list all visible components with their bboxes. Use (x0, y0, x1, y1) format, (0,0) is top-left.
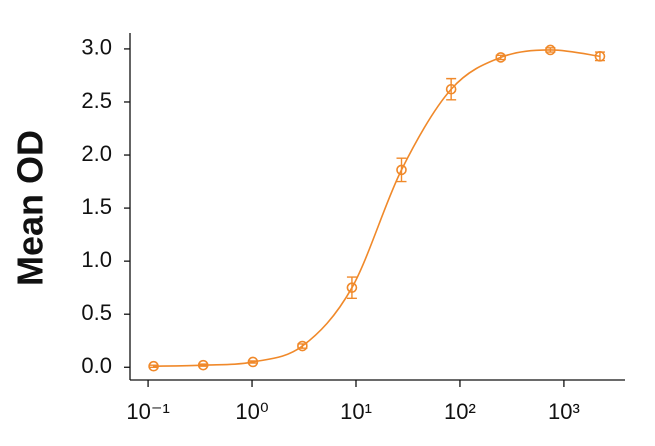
data-point (297, 340, 308, 352)
error-bar (446, 77, 457, 101)
x-tick-label: 10³ (548, 399, 580, 424)
data-point (247, 356, 259, 368)
error-bar (396, 157, 407, 183)
x-tick-label: 10¹ (340, 399, 372, 424)
data-point (148, 360, 159, 372)
y-tick-label: 0.5 (81, 300, 112, 325)
data-point (396, 164, 407, 176)
error-bar (198, 363, 209, 367)
data-point (594, 51, 606, 62)
x-tick-label: 10⁰ (235, 399, 268, 424)
x-tick-label: 10² (444, 399, 476, 424)
y-tick-label: 2.5 (81, 88, 112, 113)
data-point (495, 52, 507, 63)
data-point (197, 359, 209, 371)
y-tick-label: 0.0 (81, 353, 112, 378)
error-bar (346, 276, 357, 299)
y-tick-label: 1.5 (81, 194, 112, 219)
error-bar (247, 360, 258, 364)
data-point (445, 83, 457, 95)
data-point (346, 282, 358, 293)
fit-curve (153, 49, 601, 368)
y-axis-label: Mean OD (10, 130, 51, 286)
data-point (545, 44, 556, 56)
x-tick-label: 10⁻¹ (126, 399, 169, 424)
y-tick-label: 1.0 (81, 247, 112, 272)
error-bar (148, 364, 159, 368)
y-tick-label: 3.0 (81, 35, 112, 60)
y-tick-label: 2.0 (81, 141, 112, 166)
